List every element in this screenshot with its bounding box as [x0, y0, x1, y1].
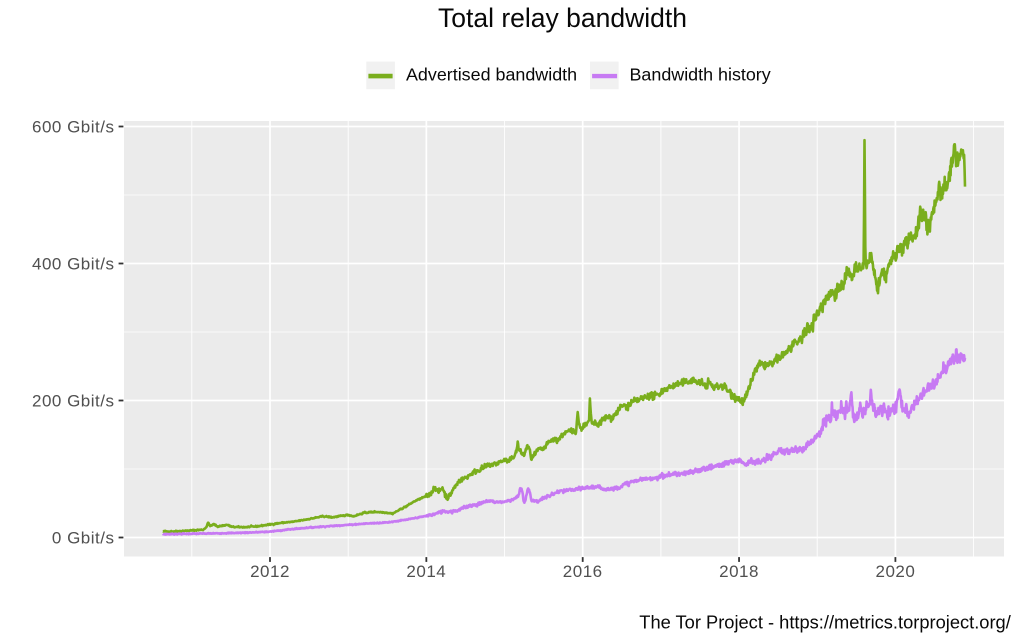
svg-text:2018: 2018 [719, 562, 759, 581]
svg-text:400 Gbit/s: 400 Gbit/s [32, 255, 115, 274]
svg-text:2012: 2012 [250, 562, 290, 581]
svg-text:Bandwidth history: Bandwidth history [630, 65, 771, 85]
svg-text:200 Gbit/s: 200 Gbit/s [32, 392, 115, 411]
svg-text:0 Gbit/s: 0 Gbit/s [52, 529, 115, 548]
svg-text:2016: 2016 [563, 562, 603, 581]
svg-text:2014: 2014 [406, 562, 446, 581]
svg-text:Total relay bandwidth: Total relay bandwidth [438, 3, 687, 33]
svg-text:2020: 2020 [875, 562, 915, 581]
svg-text:Advertised bandwidth: Advertised bandwidth [406, 65, 577, 85]
svg-text:600 Gbit/s: 600 Gbit/s [32, 118, 115, 137]
svg-text:The Tor Project - https://metr: The Tor Project - https://metrics.torpro… [639, 612, 1011, 633]
